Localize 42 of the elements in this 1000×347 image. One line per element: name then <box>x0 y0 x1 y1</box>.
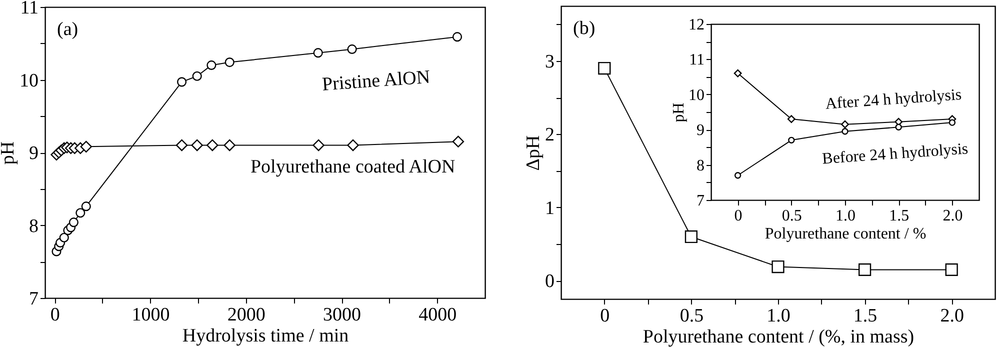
y-axis-title: ΔpH <box>523 135 544 171</box>
x-tick-label: 2.0 <box>942 208 963 224</box>
y-tick-label: 12 <box>688 16 704 34</box>
y-tick-label: 11 <box>689 52 704 69</box>
annotation: (b) <box>573 18 596 39</box>
x-tick-label: 3000 <box>323 304 362 326</box>
y-tick-label: 8 <box>29 216 38 237</box>
y-tick-label: 3 <box>545 51 554 72</box>
x-tick-label: 2000 <box>227 304 266 326</box>
x-tick-label: 0 <box>600 306 610 326</box>
y-tick-label: 7 <box>29 288 38 310</box>
x-tick-label: 4000 <box>418 304 457 326</box>
x-tick-label: 0 <box>734 208 742 224</box>
y-tick-label: 8 <box>696 157 704 174</box>
x-axis-title: Polyurethane content / (%, in mass) <box>642 326 914 347</box>
x-tick-label: 0 <box>50 304 60 326</box>
x-tick-label: 0.5 <box>680 306 704 326</box>
y-tick-label: 9 <box>696 122 704 140</box>
x-tick-label: 1.0 <box>766 306 790 326</box>
y-tick-label: 0 <box>545 271 554 292</box>
x-tick-label: 1.5 <box>853 306 878 326</box>
y-tick-label: 2 <box>545 124 554 146</box>
y-tick-label: 1 <box>545 198 554 219</box>
x-axis-title: Hydrolysis time / min <box>182 326 350 346</box>
x-tick-label: 1.5 <box>889 208 910 224</box>
series-label: Pristine AlON <box>321 66 432 96</box>
annotation: (a) <box>57 19 78 40</box>
y-tick-label: 9 <box>29 143 38 164</box>
y-tick-label: 7 <box>696 192 704 210</box>
x-tick-label: 1.0 <box>836 208 856 224</box>
y-tick-label: 10 <box>20 70 38 92</box>
series-label: Polyurethane coated AlON <box>250 156 456 178</box>
y-tick-label: 11 <box>20 0 38 18</box>
x-axis-title: Polyurethane content / % <box>764 226 926 242</box>
series-label: Before 24 h hydrolysis <box>822 140 969 168</box>
y-axis-title: pH <box>0 141 18 165</box>
y-tick-label: 10 <box>688 86 704 104</box>
x-tick-label: 1000 <box>132 304 170 326</box>
x-tick-label: 2.0 <box>940 306 964 326</box>
y-axis-title: pH <box>670 102 688 122</box>
x-tick-label: 0.5 <box>782 208 802 224</box>
series-label: After 24 h hydrolysis <box>824 86 962 113</box>
